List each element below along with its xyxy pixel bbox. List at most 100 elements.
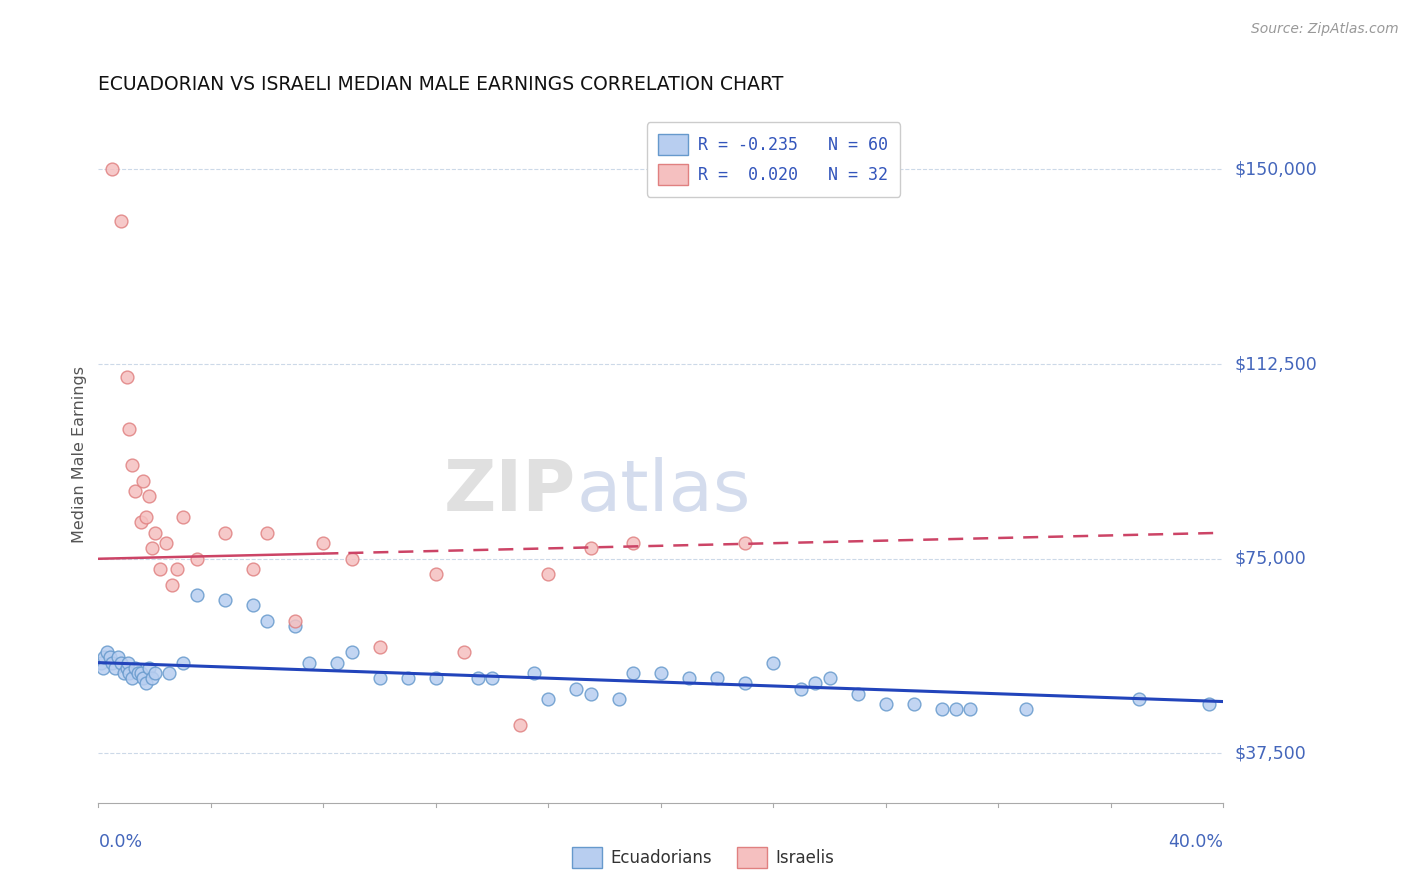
Point [127,665,149,680]
Point [242,562,264,576]
Point [368,640,391,654]
Point [107,650,129,665]
Point [138,661,160,675]
Point [425,567,447,582]
Point [523,665,546,680]
Point [903,697,925,711]
Point [818,671,841,685]
Point [453,645,475,659]
Point [96,645,118,659]
Point [101,162,124,177]
Point [1198,697,1220,711]
Point [790,681,813,696]
Text: ZIP: ZIP [444,457,576,525]
Text: atlas: atlas [576,457,751,525]
Point [607,692,630,706]
Point [143,665,166,680]
Point [565,681,588,696]
Point [121,671,143,685]
Point [186,551,208,566]
Point [115,661,138,675]
Point [101,656,124,670]
Point [481,671,503,685]
Point [129,516,152,530]
Point [91,661,114,675]
Point [98,650,121,665]
Point [298,656,321,670]
Point [138,490,160,504]
Point [93,650,115,665]
Point [129,665,152,680]
Point [155,536,177,550]
Text: 40.0%: 40.0% [1168,833,1223,851]
Text: $37,500: $37,500 [1234,745,1306,763]
Point [242,599,264,613]
Point [166,562,188,576]
Text: $150,000: $150,000 [1234,161,1317,178]
Point [160,578,183,592]
Point [124,484,146,499]
Point [734,676,756,690]
Point [110,656,132,670]
Point [846,687,869,701]
Point [172,656,194,670]
Point [90,656,112,670]
Legend: Ecuadorians, Israelis: Ecuadorians, Israelis [565,840,841,875]
Legend: R = -0.235   N = 60, R =  0.020   N = 32: R = -0.235 N = 60, R = 0.020 N = 32 [647,122,900,197]
Point [579,687,602,701]
Point [326,656,349,670]
Point [118,422,141,436]
Point [117,656,139,670]
Point [112,665,135,680]
Point [118,665,141,680]
Point [135,510,157,524]
Text: 0.0%: 0.0% [98,833,142,851]
Point [104,661,127,675]
Point [537,692,560,706]
Point [149,562,172,576]
Point [132,474,155,488]
Point [312,536,335,550]
Point [621,536,644,550]
Point [678,671,700,685]
Text: Source: ZipAtlas.com: Source: ZipAtlas.com [1251,22,1399,37]
Point [945,702,967,716]
Point [121,458,143,473]
Point [256,525,278,540]
Point [734,536,756,550]
Point [115,370,138,384]
Y-axis label: Median Male Earnings: Median Male Earnings [72,367,87,543]
Point [650,665,672,680]
Point [1015,702,1038,716]
Point [186,588,208,602]
Text: $112,500: $112,500 [1234,355,1317,373]
Point [1128,692,1150,706]
Point [110,214,132,228]
Point [141,671,163,685]
Point [214,593,236,607]
Point [425,671,447,685]
Point [143,525,166,540]
Point [340,645,363,659]
Point [706,671,728,685]
Point [509,718,531,732]
Point [875,697,897,711]
Point [467,671,489,685]
Point [157,665,180,680]
Point [124,661,146,675]
Text: $75,000: $75,000 [1234,549,1306,568]
Point [141,541,163,556]
Point [214,525,236,540]
Point [340,551,363,566]
Point [762,656,785,670]
Point [135,676,157,690]
Text: ECUADORIAN VS ISRAELI MEDIAN MALE EARNINGS CORRELATION CHART: ECUADORIAN VS ISRAELI MEDIAN MALE EARNIN… [98,75,783,95]
Point [256,614,278,628]
Point [579,541,602,556]
Point [959,702,981,716]
Point [396,671,419,685]
Point [284,614,307,628]
Point [132,671,155,685]
Point [368,671,391,685]
Point [537,567,560,582]
